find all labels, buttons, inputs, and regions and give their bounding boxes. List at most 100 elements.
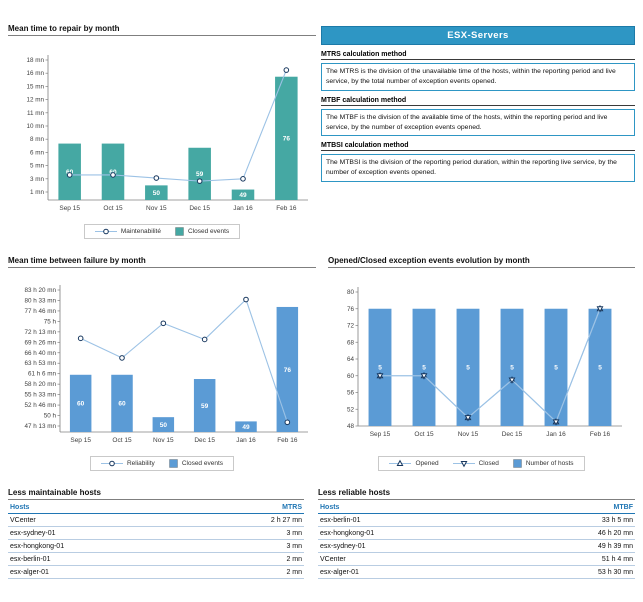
- metric-value-cell: 2 h 27 mn: [192, 513, 304, 527]
- triangle-down-marker: [460, 461, 468, 468]
- table-row: esx-sydney-01 3 mn: [8, 526, 304, 540]
- circle-marker: [201, 336, 208, 343]
- calc-method-heading: MTBSI calculation method: [321, 142, 635, 152]
- host-name-cell: esx-sydney-01: [8, 526, 193, 540]
- legend-item: Maintenabilité: [94, 227, 161, 236]
- x-tick-label: Sep 15: [70, 437, 91, 444]
- circle-marker: [283, 67, 290, 73]
- bar-label: 59: [196, 171, 204, 178]
- y-tick-label: 11 mn: [27, 110, 45, 117]
- title-rule: [318, 499, 635, 500]
- bar: [193, 379, 216, 432]
- table-row: VCenter 51 h 4 mn: [318, 552, 635, 566]
- metric-value-cell: 3 mn: [192, 539, 304, 553]
- x-tick-label: Oct 15: [103, 205, 123, 212]
- metric-value-cell: 49 h 39 mn: [507, 539, 635, 553]
- y-tick-label: 47 h 13 mn: [24, 423, 56, 430]
- less-reliable-hosts-section: Less reliable hosts Hosts MTBF esx-berli…: [318, 488, 635, 579]
- y-tick-label: 72 h 13 mn: [24, 329, 56, 336]
- y-tick-label: 48: [347, 423, 355, 430]
- calc-method-description: The MTBF is the division of the availabl…: [321, 108, 635, 137]
- legend-box: Opened Closed Number of hosts: [378, 456, 585, 471]
- bar: [111, 374, 133, 432]
- column-header-mtbf: MTBF: [507, 501, 635, 514]
- circle-marker: [119, 355, 125, 361]
- y-tick-label: 63 h 53 mn: [24, 360, 56, 367]
- events-chart-title: Opened/Closed exception events evolution…: [328, 256, 530, 265]
- column-header-hosts: Hosts: [318, 501, 508, 514]
- triangle-up-marker: [397, 459, 404, 466]
- bar-label: 60: [77, 401, 85, 408]
- legend-label: Maintenabilité: [120, 228, 161, 235]
- x-tick-label: Jan 16: [546, 431, 566, 438]
- bar-label: 76: [283, 136, 291, 143]
- legend-item: Closed: [452, 459, 499, 468]
- bar: [412, 308, 436, 426]
- y-tick-label: 15 mn: [26, 83, 44, 90]
- calc-method-description: The MTBSI is the division of the reporti…: [321, 154, 635, 183]
- bar-label: 5: [598, 365, 602, 372]
- y-tick-label: 1 mn: [30, 189, 44, 196]
- y-tick-label: 10 mn: [26, 123, 44, 130]
- bar: [500, 308, 524, 426]
- bar-label: 50: [160, 422, 168, 429]
- legend-swatch-icon: [169, 459, 178, 468]
- triangle-down-marker: [596, 306, 604, 313]
- bar: [188, 147, 211, 200]
- events-legend: Opened Closed Number of hosts: [328, 456, 635, 471]
- y-tick-label: 68: [347, 339, 355, 346]
- metric-value-cell: 3 mn: [192, 526, 304, 540]
- legend-triangle-up-icon: [389, 459, 412, 466]
- y-tick-label: 83 h 20 mn: [24, 287, 56, 294]
- circle-marker: [110, 172, 116, 178]
- x-tick-label: Dec 15: [502, 431, 523, 438]
- bar-label: 5: [378, 365, 382, 372]
- title-rule: [328, 267, 635, 268]
- table-row: esx-hongkong-01 46 h 20 mn: [318, 526, 635, 540]
- y-tick-label: 52: [347, 406, 355, 413]
- bar: [152, 417, 175, 432]
- circle-marker: [243, 296, 249, 303]
- title-rule: [8, 267, 316, 268]
- y-tick-label: 76: [347, 306, 355, 313]
- y-tick-label: 60: [347, 373, 355, 380]
- y-tick-label: 80: [347, 289, 355, 296]
- title-rule: [8, 35, 316, 36]
- triangle-down-marker: [376, 373, 384, 380]
- x-tick-label: Sep 15: [59, 205, 80, 212]
- y-tick-label: 66 h 40 mn: [24, 350, 56, 357]
- legend-label: Opened: [415, 460, 439, 467]
- x-tick-label: Nov 15: [458, 431, 479, 438]
- circle-marker: [284, 419, 291, 426]
- less-maintainable-hosts-section: Less maintainable hosts Hosts MTRS VCent…: [8, 488, 304, 579]
- legend-item: Closed events: [169, 459, 223, 468]
- triangle-down-marker: [464, 415, 472, 422]
- legend-label: Number of hosts: [525, 460, 574, 467]
- x-tick-label: Feb 16: [277, 437, 298, 444]
- calc-method-description: The MTRS is the division of the unavaila…: [321, 63, 635, 91]
- table-row: esx-hongkong-01 3 mn: [8, 539, 304, 553]
- y-tick-label: 50 h: [44, 413, 57, 420]
- table-title: Less reliable hosts: [318, 488, 391, 497]
- legend-item: Reliability: [100, 459, 155, 468]
- calculation-methods: MTRS calculation method The MTRS is the d…: [321, 51, 635, 183]
- y-tick-label: 52 h 46 mn: [24, 402, 56, 409]
- y-tick-label: 72: [347, 323, 355, 330]
- legend-label: Closed: [478, 460, 499, 467]
- calc-method-heading: MTRS calculation method: [321, 51, 635, 60]
- bar: [231, 189, 255, 200]
- metric-value-cell: 2 mn: [192, 565, 304, 579]
- x-tick-label: Feb 16: [590, 431, 611, 438]
- circle-marker: [66, 172, 73, 178]
- bar-label: 5: [554, 365, 558, 372]
- bar-label: 76: [284, 367, 292, 374]
- host-name-cell: esx-hongkong-01: [318, 526, 508, 540]
- x-tick-label: Dec 15: [194, 437, 215, 444]
- legend-circle-icon: [100, 460, 123, 467]
- title-rule: [8, 499, 304, 500]
- events-plot: 80 76 72 68 64 60 56 52 48 5 5 5 5 5 5 Sep 15 Oct 15 Nov …: [347, 287, 622, 438]
- host-name-cell: VCenter: [318, 552, 508, 566]
- circle-marker: [240, 176, 246, 182]
- column-header-hosts: Hosts: [8, 501, 193, 514]
- circle-marker: [196, 178, 203, 184]
